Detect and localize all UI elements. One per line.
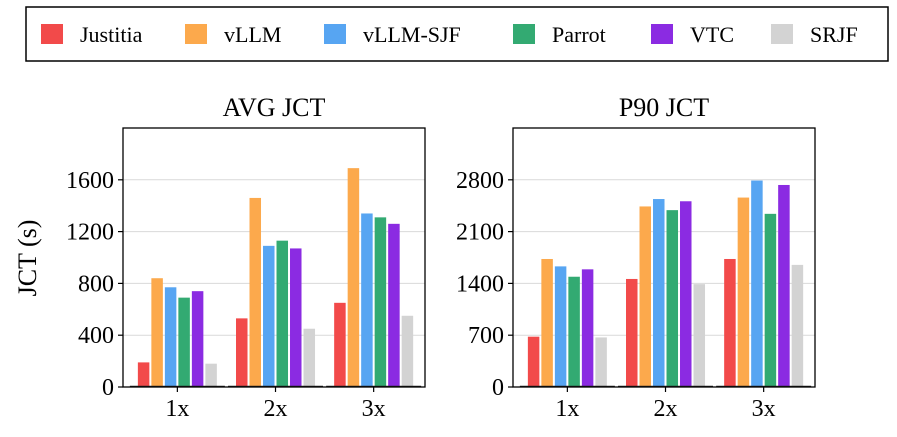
bar-avg-jct-2x-vllm-sjf [263,246,275,387]
bar-p90-jct-2x-vllm [640,206,652,387]
avg-jct-x-tick-label: 3x [362,396,386,422]
p90-jct-x-tick-label: 1x [555,396,579,422]
bar-avg-jct-2x-vllm [250,198,262,387]
bar-avg-jct-1x-srjf [205,364,217,387]
legend-swatch-vllm-sjf [324,24,346,44]
avg-jct-chart: 0 400 800 1200 1600 1x 2x 3x AVG JCT [66,93,425,422]
bar-avg-jct-2x-justitia [236,318,248,387]
legend-swatch-justitia [41,24,63,44]
bar-p90-jct-1x-justitia [528,337,540,387]
p90-jct-y-tick-label: 1400 [456,271,504,297]
p90-jct-y-tick-label: 2800 [456,168,504,194]
bar-p90-jct-2x-vtc [680,201,692,387]
bar-p90-jct-3x-vllm [738,198,750,387]
p90-jct-x-tick-label: 2x [654,396,678,422]
bar-p90-jct-2x-justitia [626,279,638,387]
avg-jct-bars [138,168,413,387]
bar-p90-jct-1x-vllm-sjf [555,266,567,387]
avg-jct-y-tick-label: 0 [102,375,114,401]
p90-jct-title: P90 JCT [619,93,709,122]
avg-jct-y-tick-label: 800 [78,271,114,297]
p90-jct-chart: 0 700 1400 2100 2800 1x 2x 3x P90 JCT [456,93,815,422]
bar-p90-jct-2x-srjf [694,284,706,387]
bar-avg-jct-1x-vllm-sjf [165,287,177,387]
legend-swatch-srjf [771,24,793,44]
avg-jct-y-tick-label: 1600 [66,168,114,194]
bar-avg-jct-3x-parrot [375,217,387,387]
legend-label-justitia: Justitia [80,22,143,47]
legend: Justitia vLLM vLLM-SJF Parrot VTC SRJF [26,7,888,61]
bar-p90-jct-1x-srjf [595,337,607,387]
bar-p90-jct-3x-srjf [792,265,804,387]
bar-avg-jct-3x-vtc [388,224,400,387]
bar-avg-jct-1x-parrot [178,298,190,387]
p90-jct-y-tick-label: 700 [468,323,504,349]
bar-p90-jct-1x-vllm [541,259,553,387]
bar-p90-jct-3x-vllm-sjf [751,181,763,387]
avg-jct-y-tick-label: 1200 [66,220,114,246]
bar-avg-jct-2x-vtc [290,248,302,387]
figure: Justitia vLLM vLLM-SJF Parrot VTC SRJF J… [0,0,897,437]
bar-avg-jct-1x-justitia [138,362,150,387]
y-axis-label: JCT (s) [13,220,42,297]
legend-label-vllm: vLLM [224,22,281,47]
bar-avg-jct-2x-parrot [277,241,289,387]
bar-avg-jct-3x-justitia [334,303,346,387]
avg-jct-x-tick-label: 2x [264,396,288,422]
legend-label-vtc: VTC [690,22,734,47]
legend-swatch-vllm [185,24,207,44]
bar-avg-jct-3x-srjf [402,316,414,387]
bar-p90-jct-3x-parrot [765,214,777,387]
p90-jct-y-tick-label: 0 [492,375,504,401]
bar-p90-jct-1x-parrot [568,277,580,387]
avg-jct-y-tick-label: 400 [78,323,114,349]
avg-jct-x-tick-label: 1x [165,396,189,422]
bar-avg-jct-3x-vllm [348,168,360,387]
legend-swatch-vtc [651,24,673,44]
legend-label-vllm-sjf: vLLM-SJF [363,22,461,47]
p90-jct-x-tick-label: 3x [752,396,776,422]
bar-p90-jct-3x-vtc [778,185,790,387]
legend-label-parrot: Parrot [552,22,606,47]
legend-label-srjf: SRJF [810,22,858,47]
bar-avg-jct-2x-srjf [304,329,316,387]
avg-jct-title: AVG JCT [223,93,326,122]
bar-avg-jct-3x-vllm-sjf [361,213,373,387]
p90-jct-y-tick-label: 2100 [456,220,504,246]
bar-avg-jct-1x-vllm [151,278,163,387]
bar-p90-jct-2x-vllm-sjf [653,199,665,387]
bar-p90-jct-2x-parrot [667,210,679,387]
legend-swatch-parrot [513,24,535,44]
bar-p90-jct-1x-vtc [582,269,594,387]
bar-p90-jct-3x-justitia [724,259,736,387]
bar-avg-jct-1x-vtc [192,291,204,387]
